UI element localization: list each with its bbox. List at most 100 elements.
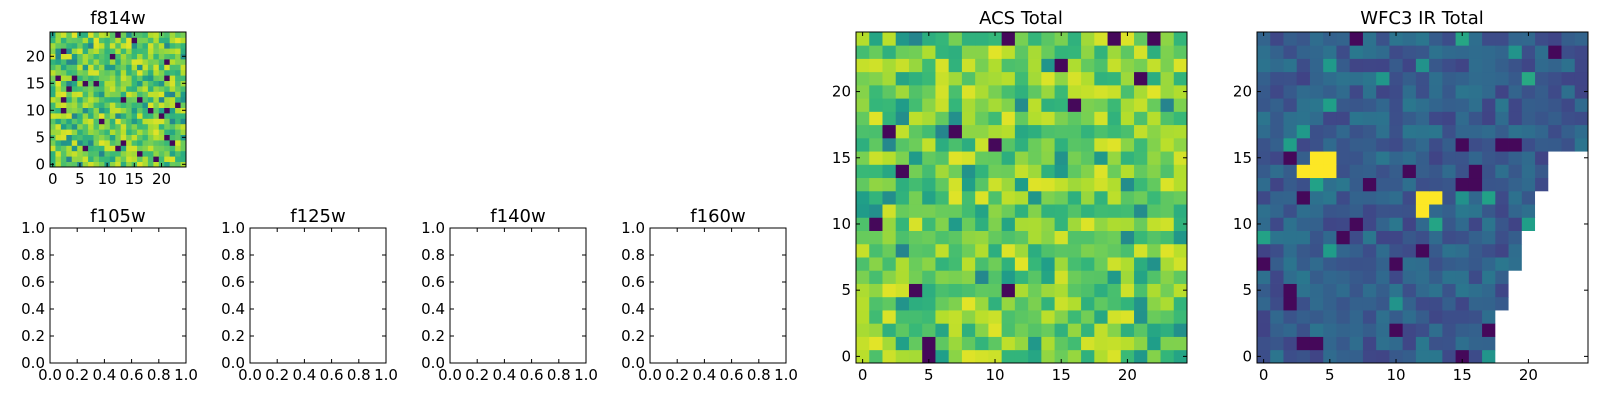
heatmap-cell xyxy=(109,64,116,71)
heatmap-cell xyxy=(1323,323,1337,337)
heatmap-cell xyxy=(1014,111,1029,126)
x-tick-label: 0.8 xyxy=(347,366,371,384)
heatmap-cell xyxy=(98,150,105,157)
heatmap-cell xyxy=(1001,323,1016,337)
heatmap-cell xyxy=(120,129,127,135)
heatmap-cell xyxy=(1415,71,1430,86)
heatmap-cell xyxy=(104,118,111,125)
heatmap-cell xyxy=(922,257,936,271)
heatmap-cell xyxy=(1376,310,1390,324)
heatmap-cell xyxy=(1067,296,1082,311)
heatmap-cell xyxy=(1574,257,1589,271)
heatmap-cell xyxy=(1028,283,1042,298)
heatmap-cell xyxy=(115,129,122,135)
heatmap-cell xyxy=(1094,98,1108,112)
heatmap-cell xyxy=(1376,323,1390,337)
heatmap-cell xyxy=(908,349,923,364)
heatmap-cell xyxy=(1120,124,1135,139)
heatmap-cell xyxy=(104,59,111,65)
heatmap-cell xyxy=(1376,243,1390,258)
heatmap-cell xyxy=(1134,71,1148,86)
heatmap-cell xyxy=(71,107,78,114)
heatmap-cell xyxy=(131,129,138,135)
heatmap-cell xyxy=(158,48,165,54)
heatmap-cell xyxy=(1376,98,1390,112)
heatmap-cell xyxy=(1442,137,1456,152)
heatmap-cell xyxy=(50,123,56,130)
heatmap-cell xyxy=(142,86,149,92)
heatmap-cell xyxy=(1028,71,1042,86)
heatmap-cell xyxy=(158,86,165,92)
heatmap-cell xyxy=(60,161,67,168)
heatmap-cell xyxy=(153,64,160,71)
x-tick-label: 0.2 xyxy=(265,366,289,384)
heatmap-cell xyxy=(1455,257,1470,271)
heatmap-cell xyxy=(1468,111,1483,126)
heatmap-cell xyxy=(142,37,149,44)
y-tick-label: 1.0 xyxy=(221,219,245,237)
heatmap-cell xyxy=(856,323,870,337)
heatmap-cell xyxy=(1442,310,1456,324)
heatmap-cell xyxy=(1147,111,1161,126)
heatmap-cell xyxy=(131,59,138,65)
heatmap-cell xyxy=(131,123,138,130)
heatmap-cell xyxy=(1482,204,1496,218)
axes-frame-f125w xyxy=(249,227,387,364)
heatmap-cell xyxy=(1107,217,1122,231)
heatmap-cell xyxy=(856,151,870,165)
heatmap-cell xyxy=(120,156,127,162)
heatmap-cell xyxy=(1535,32,1549,46)
heatmap-cell xyxy=(1147,137,1161,152)
x-tick-label: 20 xyxy=(1118,366,1137,384)
x-tick-label: 5 xyxy=(924,366,934,384)
heatmap-cell xyxy=(1574,349,1589,364)
heatmap-cell xyxy=(1442,349,1456,364)
heatmap-cell xyxy=(104,145,111,152)
heatmap-cell xyxy=(1495,32,1509,46)
heatmap-cell xyxy=(935,58,950,73)
heatmap-cell xyxy=(908,270,923,284)
heatmap-cell xyxy=(1521,296,1536,311)
heatmap-cell xyxy=(1054,151,1069,165)
heatmap-cell xyxy=(1067,111,1082,126)
heatmap-cell xyxy=(1257,296,1271,311)
heatmap-cell xyxy=(1173,164,1188,179)
heatmap-cell xyxy=(1309,58,1324,73)
heatmap-cell xyxy=(1054,283,1069,298)
heatmap-cell xyxy=(1415,111,1430,126)
heatmap-cell xyxy=(137,107,143,114)
heatmap-cell xyxy=(1160,204,1175,218)
heatmap-cell xyxy=(1134,349,1148,364)
heatmap-cell xyxy=(975,151,989,165)
heatmap-cell xyxy=(1081,124,1095,139)
heatmap-cell xyxy=(93,32,100,38)
heatmap-cell xyxy=(175,64,181,71)
heatmap-cell xyxy=(1376,283,1390,298)
heatmap-cell xyxy=(175,96,181,103)
heatmap-cell xyxy=(1160,98,1175,112)
x-tick-label: 0.6 xyxy=(320,366,344,384)
heatmap-cell xyxy=(948,98,963,112)
heatmap-cell xyxy=(137,59,143,65)
heatmap-cell xyxy=(109,150,116,157)
heatmap-cell xyxy=(988,230,1003,245)
heatmap-cell xyxy=(1173,190,1188,205)
heatmap-cell xyxy=(98,75,105,81)
heatmap-cell xyxy=(1376,270,1390,284)
heatmap-cell xyxy=(1041,310,1055,324)
heatmap-cell xyxy=(1429,151,1443,165)
heatmap-cell xyxy=(1309,323,1324,337)
heatmap-cell xyxy=(1349,230,1364,245)
axes-frame-f140w xyxy=(449,227,587,364)
x-tick-label: 5 xyxy=(1325,366,1335,384)
heatmap-cell xyxy=(1521,45,1536,59)
heatmap-cell xyxy=(77,64,84,71)
heatmap-cell xyxy=(1402,217,1417,231)
heatmap-cell xyxy=(1081,98,1095,112)
heatmap-cell xyxy=(1336,230,1351,245)
heatmap-cell xyxy=(88,80,94,87)
heatmap-cell xyxy=(1041,58,1055,73)
heatmap-cell xyxy=(147,123,154,130)
heatmap-cell xyxy=(77,129,84,135)
